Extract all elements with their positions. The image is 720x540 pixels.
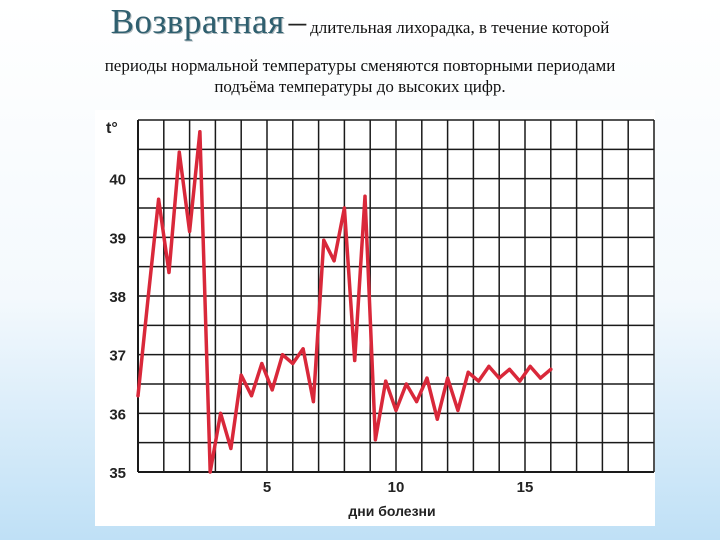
temperature-chart: t° дни болезни 35 36 37 38 39 40 5 10 15	[106, 119, 655, 519]
x-tick-label: 5	[263, 479, 271, 496]
data-point	[342, 206, 346, 210]
data-point	[394, 408, 398, 412]
title-definition: длительная лихорадка, в течение которой	[310, 18, 610, 37]
data-point	[425, 376, 429, 380]
data-point	[353, 358, 357, 363]
data-point	[218, 411, 223, 415]
temperature-series	[136, 129, 553, 474]
data-point	[415, 400, 419, 404]
data-point	[373, 438, 377, 442]
data-point	[260, 361, 264, 366]
data-point	[487, 364, 491, 368]
definition-line-2: периоды нормальной температуры сменяются…	[104, 56, 616, 75]
data-point	[157, 197, 161, 201]
chart-grid	[137, 119, 655, 473]
data-point	[291, 361, 295, 366]
y-tick-label: 37	[109, 348, 126, 365]
y-tick-label: 35	[109, 465, 126, 482]
y-axis-label: t°	[106, 120, 118, 137]
data-point	[270, 388, 274, 392]
data-point	[322, 238, 326, 242]
title-dash: –	[288, 2, 307, 41]
y-tick-label: 36	[109, 406, 126, 423]
data-point	[507, 367, 512, 371]
data-point	[311, 400, 316, 404]
data-point	[280, 353, 285, 357]
data-point	[146, 294, 150, 298]
x-tick-label: 15	[517, 479, 534, 496]
y-tick-label: 38	[109, 289, 126, 306]
definition-line-3: подъёма температуры до высоких цифр.	[214, 77, 506, 96]
data-point	[456, 408, 460, 412]
data-point	[549, 367, 553, 371]
data-point	[497, 376, 501, 380]
title-line: Возвратная – длительная лихорадка, в теч…	[0, 2, 720, 42]
data-point	[528, 364, 532, 368]
data-point	[136, 394, 140, 398]
y-tick-label: 39	[109, 230, 126, 247]
x-tick-label: 10	[388, 479, 405, 496]
data-point	[538, 376, 543, 380]
data-point	[167, 270, 171, 275]
x-axis-label: дни болезни	[348, 503, 435, 519]
data-point	[332, 259, 336, 263]
chart-labels: t° дни болезни 35 36 37 38 39 40 5 10 15	[106, 120, 533, 519]
data-point	[476, 379, 481, 383]
data-point	[435, 417, 439, 421]
y-tick-label: 40	[109, 172, 126, 189]
data-point	[239, 373, 243, 377]
data-point	[208, 470, 212, 474]
data-point	[301, 347, 305, 351]
data-point	[249, 394, 254, 398]
data-point	[198, 130, 202, 134]
data-point	[229, 446, 233, 451]
data-point	[177, 150, 181, 154]
data-point	[466, 370, 470, 374]
data-point	[363, 194, 367, 198]
chart-panel: t° дни болезни 35 36 37 38 39 40 5 10 15	[95, 110, 655, 526]
data-point	[188, 229, 192, 234]
data-point	[446, 376, 450, 380]
data-point	[404, 382, 408, 386]
data-point	[384, 379, 388, 383]
data-point	[518, 379, 522, 383]
title-term: Возвратная	[110, 2, 285, 41]
